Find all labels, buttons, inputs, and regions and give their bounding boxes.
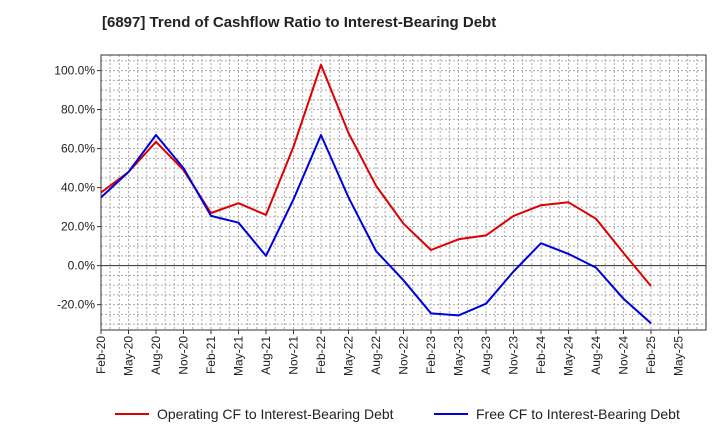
legend-item-operating-cf: Operating CF to Interest-Bearing Debt — [115, 404, 394, 424]
legend-item-free-cf: Free CF to Interest-Bearing Debt — [434, 404, 680, 424]
y-tick-labels: 100.0% 80.0% 60.0% 40.0% 20.0% 0.0% -20.0% — [54, 64, 101, 312]
series-line-free-cf — [100, 134, 652, 324]
x-tick-label: Nov-20 — [177, 336, 191, 375]
x-tick-label: Aug-20 — [149, 336, 163, 375]
x-tick-label: Feb-21 — [204, 336, 218, 374]
y-tick-label: 40.0% — [61, 181, 95, 195]
x-tick-label: May-22 — [342, 336, 356, 376]
series-lines — [100, 63, 652, 324]
y-tick-label: -20.0% — [57, 298, 95, 312]
x-tick-label: May-20 — [122, 336, 136, 376]
y-tick-label: 60.0% — [61, 142, 95, 156]
x-tick-label: Feb-24 — [534, 336, 548, 374]
x-tick-label: Feb-23 — [424, 336, 438, 374]
x-tick-label: Feb-20 — [94, 336, 108, 374]
x-tick-label: Nov-23 — [507, 336, 521, 375]
chart-title: [6897] Trend of Cashflow Ratio to Intere… — [102, 14, 497, 31]
x-tick-label: Nov-21 — [287, 336, 301, 375]
legend-label-operating-cf: Operating CF to Interest-Bearing Debt — [157, 406, 394, 422]
y-tick-label: 100.0% — [54, 64, 95, 78]
x-tick-label: Aug-22 — [369, 336, 383, 375]
x-tick-label: Nov-24 — [617, 336, 631, 375]
y-tick-label: 20.0% — [61, 220, 95, 234]
x-tick-label: Aug-24 — [589, 336, 603, 375]
x-tick-label: Nov-22 — [397, 336, 411, 375]
x-tick-label: Feb-25 — [644, 336, 658, 374]
x-tick-labels: Feb-20 May-20 Aug-20 Nov-20 Feb-21 May-21 Aug-… — [94, 330, 686, 376]
y-tick-label: 80.0% — [61, 103, 95, 117]
x-tick-label: May-23 — [452, 336, 466, 376]
x-tick-label: Aug-23 — [479, 336, 493, 375]
x-tick-label: May-24 — [562, 336, 576, 376]
x-tick-label: Feb-22 — [314, 336, 328, 374]
legend-label-free-cf: Free CF to Interest-Bearing Debt — [476, 406, 680, 422]
x-tick-label: May-25 — [672, 336, 686, 376]
x-tick-label: Aug-21 — [259, 336, 273, 375]
grid-lines — [101, 55, 706, 330]
y-tick-label: 0.0% — [68, 259, 96, 273]
x-tick-label: May-21 — [232, 336, 246, 376]
legend-swatch-free-cf — [434, 413, 468, 415]
legend-swatch-operating-cf — [115, 413, 149, 415]
